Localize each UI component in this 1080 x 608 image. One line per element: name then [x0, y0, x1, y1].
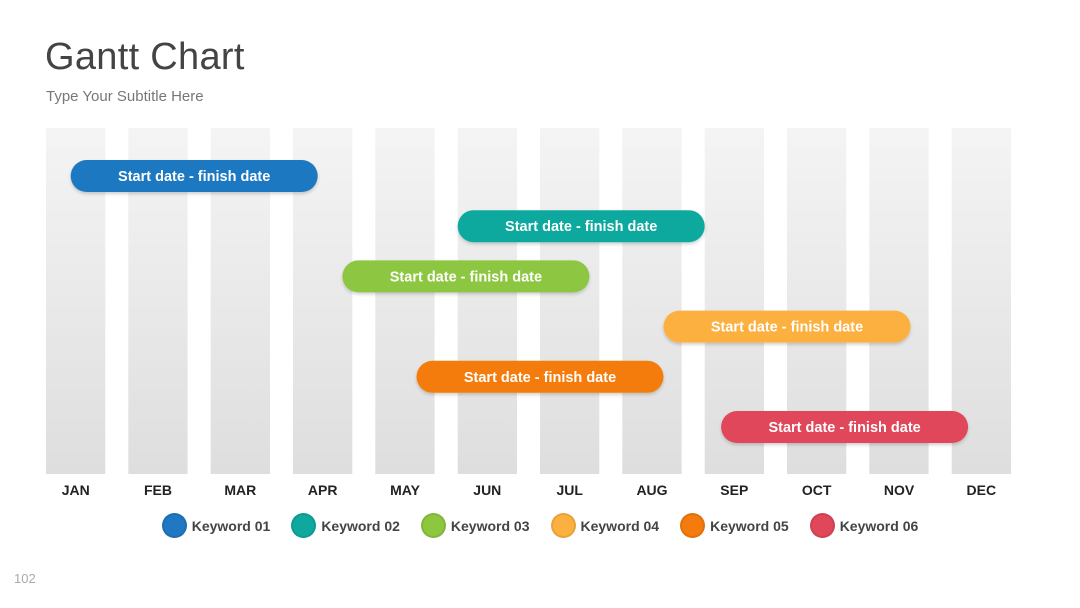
month-label: JUL [556, 482, 583, 498]
legend-swatch [680, 513, 706, 538]
month-label: OCT [802, 482, 832, 498]
month-label: MAY [390, 482, 420, 498]
legend-label: Keyword 05 [710, 517, 789, 534]
legend-label: Keyword 02 [321, 517, 400, 534]
legend-swatch [291, 513, 317, 538]
month-label: SEP [720, 482, 748, 498]
month-column [375, 128, 435, 474]
task-bar: Start date - finish date [416, 360, 664, 393]
task-bar-label: Start date - finish date [118, 169, 270, 185]
month-label: FEB [144, 482, 172, 498]
task-bar: Start date - finish date [457, 210, 705, 243]
month-axis: JAN FEB MAR APR MAY JUN JUL AUG SEP OCT NOV DEC [62, 482, 996, 498]
task-bar-shape [721, 411, 969, 443]
legend-swatch [809, 513, 835, 538]
legend-label: Keyword 06 [839, 517, 919, 534]
task-bar-label: Start date - finish date [711, 320, 863, 336]
task-bar: Start date - finish date [70, 160, 318, 192]
legend-label: Keyword 01 [191, 517, 271, 534]
month-label: JAN [62, 482, 90, 498]
month-label: MAR [224, 482, 256, 498]
legend-swatch [420, 513, 446, 538]
task-bar: Start date - finish date [342, 260, 590, 293]
page-number: 102 [14, 571, 36, 586]
task-bar-shape [416, 360, 664, 393]
month-label: JUN [473, 482, 501, 498]
slide-title: Gantt Chart [45, 36, 245, 78]
task-bar: Start date - finish date [663, 310, 911, 343]
legend-label: Keyword 04 [580, 517, 660, 534]
month-label: NOV [884, 482, 915, 498]
legend-item: Keyword 05 [680, 513, 789, 538]
task-bar-label: Start date - finish date [505, 219, 657, 235]
chart-legend: Keyword 01 Keyword 02 Keyword 03 Keyword 04… [0, 513, 1080, 538]
task-bar: Start date - finish date [721, 411, 969, 443]
slide-subtitle: Type Your Subtitle Here [46, 88, 204, 105]
task-bars: Start date - finish date Start date - fin… [70, 160, 969, 443]
legend-label: Keyword 03 [450, 517, 530, 534]
month-label: APR [308, 482, 338, 498]
month-column [540, 128, 600, 474]
task-bar-label: Start date - finish date [768, 420, 920, 436]
task-bar-shape [342, 260, 590, 293]
month-column [457, 128, 517, 474]
legend-item: Keyword 03 [420, 513, 530, 538]
legend-swatch [161, 513, 187, 538]
task-bar-shape [457, 210, 705, 243]
task-bar-label: Start date - finish date [390, 269, 542, 285]
legend-item: Keyword 06 [809, 513, 919, 538]
task-bar-shape [663, 310, 911, 343]
task-bar-shape [70, 160, 318, 192]
task-bar-label: Start date - finish date [464, 370, 616, 386]
legend-swatch [550, 513, 576, 538]
month-column [622, 128, 682, 474]
month-label: AUG [636, 482, 667, 498]
legend-item: Keyword 01 [161, 513, 271, 538]
month-label: DEC [967, 482, 997, 498]
legend-item: Keyword 04 [550, 513, 660, 538]
legend-item: Keyword 02 [291, 513, 400, 538]
